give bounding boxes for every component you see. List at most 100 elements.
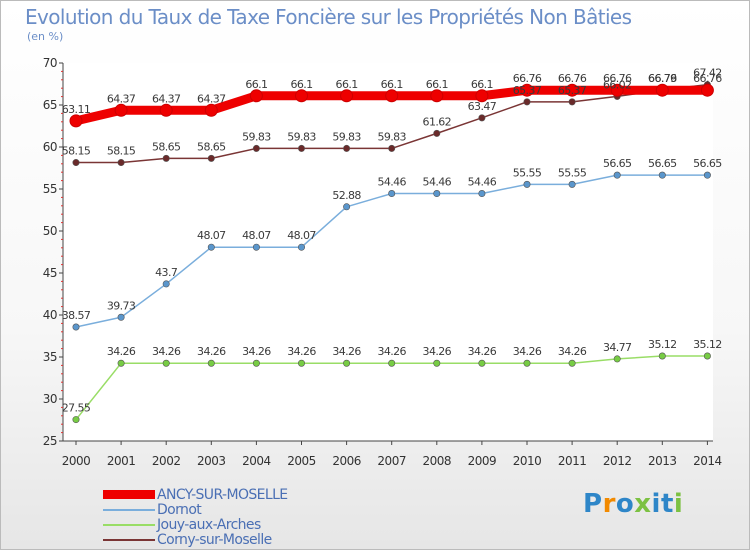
data-point-dornot xyxy=(523,180,531,188)
data-point-corny-sur-moselle xyxy=(297,144,305,152)
data-label-corny-sur-moselle: 59.83 xyxy=(377,130,406,143)
data-point-dornot xyxy=(478,190,486,198)
logo-letter: i xyxy=(651,489,661,519)
data-label-dornot: 56.65 xyxy=(648,157,677,170)
data-point-ancy-sur-moselle xyxy=(204,103,218,117)
data-point-jouy-aux-arches xyxy=(523,359,531,367)
data-point-dornot xyxy=(568,180,576,188)
data-point-ancy-sur-moselle xyxy=(159,103,173,117)
data-label-corny-sur-moselle: 65.37 xyxy=(513,84,542,97)
data-label-corny-sur-moselle: 59.83 xyxy=(287,130,316,143)
legend-label: ANCY-SUR-MOSELLE xyxy=(157,486,288,503)
data-point-jouy-aux-arches xyxy=(252,359,260,367)
legend-swatch xyxy=(103,538,155,541)
data-point-jouy-aux-arches xyxy=(72,416,80,424)
data-label-dornot: 56.65 xyxy=(693,157,722,170)
data-label-ancy-sur-moselle: 63.11 xyxy=(62,103,91,116)
data-point-ancy-sur-moselle xyxy=(249,89,263,103)
x-tick-label: 2012 xyxy=(603,454,632,468)
data-label-jouy-aux-arches: 34.77 xyxy=(603,341,632,354)
plot-area xyxy=(63,63,713,441)
data-label-jouy-aux-arches: 34.26 xyxy=(377,345,406,358)
legend-item: ANCY-SUR-MOSELLE xyxy=(103,486,288,503)
data-label-ancy-sur-moselle: 64.37 xyxy=(152,92,181,105)
x-tick-label: 2003 xyxy=(197,454,226,468)
x-tick-label: 2006 xyxy=(332,454,361,468)
data-label-dornot: 55.55 xyxy=(513,166,542,179)
data-point-corny-sur-moselle xyxy=(72,159,80,167)
data-label-jouy-aux-arches: 34.26 xyxy=(423,345,452,358)
data-label-corny-sur-moselle: 59.83 xyxy=(242,130,271,143)
data-label-ancy-sur-moselle: 66.76 xyxy=(693,72,722,85)
data-label-ancy-sur-moselle: 66.76 xyxy=(603,72,632,85)
data-label-corny-sur-moselle: 67.42 xyxy=(693,67,722,80)
data-point-corny-sur-moselle xyxy=(433,129,441,137)
x-tick-label: 2009 xyxy=(468,454,497,468)
y-tick-label: 25 xyxy=(43,434,57,448)
chart-title: Evolution du Taux de Taxe Foncière sur l… xyxy=(25,5,632,29)
x-tick-label: 2010 xyxy=(513,454,542,468)
data-point-dornot xyxy=(703,171,711,179)
logo-letter: x xyxy=(634,489,652,519)
data-point-corny-sur-moselle xyxy=(252,144,260,152)
data-point-dornot xyxy=(613,171,621,179)
data-point-jouy-aux-arches xyxy=(207,359,215,367)
data-label-jouy-aux-arches: 35.12 xyxy=(648,338,677,351)
logo-letter: o xyxy=(615,489,635,519)
data-point-jouy-aux-arches xyxy=(297,359,305,367)
legend-item: Dornot xyxy=(103,502,288,518)
data-point-dornot xyxy=(433,190,441,198)
data-label-corny-sur-moselle: 61.62 xyxy=(423,115,452,128)
x-tick-label: 2014 xyxy=(693,454,722,468)
data-label-ancy-sur-moselle: 66.76 xyxy=(513,72,542,85)
data-point-corny-sur-moselle xyxy=(523,98,531,106)
data-label-jouy-aux-arches: 27.55 xyxy=(62,402,91,415)
data-point-corny-sur-moselle xyxy=(568,98,576,106)
x-tick-label: 2001 xyxy=(107,454,136,468)
data-label-jouy-aux-arches: 34.26 xyxy=(152,345,181,358)
data-point-dornot xyxy=(117,313,125,321)
x-tick-label: 2002 xyxy=(152,454,181,468)
data-point-corny-sur-moselle xyxy=(117,159,125,167)
data-label-dornot: 52.88 xyxy=(332,189,361,202)
legend-item: Jouy-aux-Arches xyxy=(103,516,288,533)
data-point-jouy-aux-arches xyxy=(162,359,170,367)
data-label-corny-sur-moselle: 63.47 xyxy=(468,100,497,113)
data-label-dornot: 48.07 xyxy=(197,229,226,242)
logo-letter: P xyxy=(583,489,603,519)
data-point-ancy-sur-moselle xyxy=(295,89,308,103)
x-tick-label: 2011 xyxy=(558,454,587,468)
legend-label: Jouy-aux-Arches xyxy=(157,516,261,533)
data-label-corny-sur-moselle: 66.79 xyxy=(648,72,677,85)
proxiti-logo: Proxiti xyxy=(583,489,683,519)
data-label-dornot: 54.46 xyxy=(468,176,497,189)
data-label-jouy-aux-arches: 34.26 xyxy=(287,345,316,358)
data-point-corny-sur-moselle xyxy=(343,144,351,152)
data-label-ancy-sur-moselle: 66.1 xyxy=(426,78,448,91)
y-tick-label: 45 xyxy=(43,266,57,280)
y-tick-label: 70 xyxy=(43,56,57,70)
data-point-jouy-aux-arches xyxy=(478,359,486,367)
data-label-corny-sur-moselle: 58.65 xyxy=(197,140,226,153)
data-point-dornot xyxy=(658,171,666,179)
data-label-jouy-aux-arches: 34.26 xyxy=(468,345,497,358)
data-label-dornot: 54.46 xyxy=(377,176,406,189)
data-point-corny-sur-moselle xyxy=(388,144,396,152)
data-point-jouy-aux-arches xyxy=(613,355,621,363)
data-label-dornot: 48.07 xyxy=(287,229,316,242)
data-label-corny-sur-moselle: 59.83 xyxy=(332,130,361,143)
data-point-ancy-sur-moselle xyxy=(700,83,714,97)
data-point-ancy-sur-moselle xyxy=(340,89,354,103)
data-label-ancy-sur-moselle: 66.1 xyxy=(336,78,358,91)
legend-swatch xyxy=(103,508,155,511)
data-point-ancy-sur-moselle xyxy=(610,83,624,97)
data-point-ancy-sur-moselle xyxy=(69,114,83,128)
data-label-dornot: 43.7 xyxy=(155,266,178,279)
data-point-ancy-sur-moselle xyxy=(430,89,444,103)
data-label-ancy-sur-moselle: 66.1 xyxy=(471,78,493,91)
data-label-ancy-sur-moselle: 64.37 xyxy=(107,92,136,105)
legend: ANCY-SUR-MOSELLE Dornot Jouy-aux-Arches Cor… xyxy=(103,486,288,548)
y-tick-label: 65 xyxy=(43,98,57,112)
